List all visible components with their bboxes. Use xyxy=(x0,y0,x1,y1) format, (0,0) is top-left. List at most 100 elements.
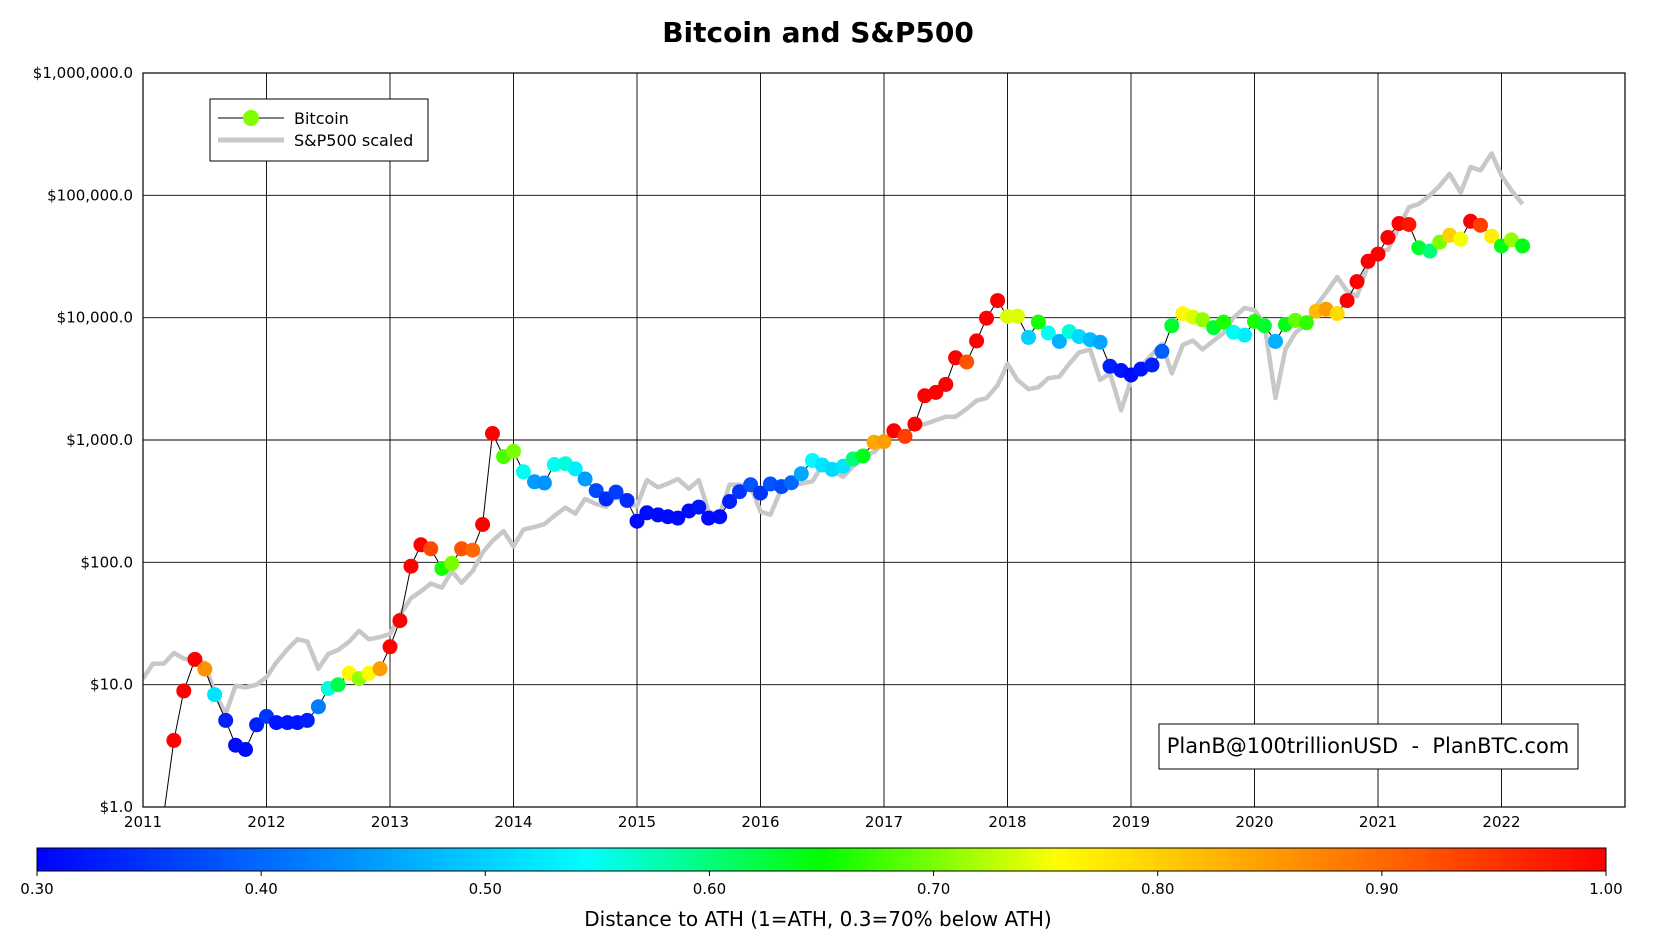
bitcoin-point xyxy=(855,448,871,464)
bitcoin-point xyxy=(753,485,768,501)
bitcoin-point xyxy=(938,376,954,392)
bitcoin-point xyxy=(722,494,738,509)
colorbar: 0.30 0.40 0.50 0.60 0.70 0.80 0.90 1.00 Distanc… xyxy=(20,847,1623,931)
bitcoin-point xyxy=(372,661,388,677)
bitcoin-point xyxy=(1473,217,1488,233)
y-tick-label: $100,000.0 xyxy=(47,186,133,204)
bitcoin-point xyxy=(465,542,481,558)
bitcoin-point xyxy=(1349,274,1365,290)
bitcoin-point xyxy=(1195,312,1211,328)
bitcoin-point xyxy=(608,484,624,500)
bitcoin-point xyxy=(546,457,562,472)
bitcoin-point xyxy=(1339,293,1355,309)
x-tick-label: 2015 xyxy=(618,813,656,831)
bitcoin-point xyxy=(876,434,892,450)
bitcoin-point xyxy=(588,483,604,499)
bitcoin-point xyxy=(1453,231,1469,247)
bitcoin-point xyxy=(1503,232,1519,248)
x-tick-label: 2014 xyxy=(494,813,532,831)
bitcoin-point xyxy=(423,541,439,557)
bitcoin-point xyxy=(1329,306,1345,322)
colorbar-tick-labels: 0.30 0.40 0.50 0.60 0.70 0.80 0.90 1.00 xyxy=(20,871,1623,898)
colorbar-tick-label: 0.80 xyxy=(1141,880,1174,898)
bitcoin-point xyxy=(1484,228,1500,244)
bitcoin-point xyxy=(886,423,902,439)
colorbar-tick-label: 0.70 xyxy=(917,880,950,898)
bitcoin-point xyxy=(1380,230,1396,245)
legend-label-bitcoin: Bitcoin xyxy=(294,109,349,128)
bitcoin-point xyxy=(990,293,1006,309)
annotation-box: PlanB@100trillionUSD - PlanBTC.com xyxy=(1158,723,1579,770)
chart-title: Bitcoin and S&P500 xyxy=(662,16,974,49)
legend: Bitcoin S&P500 scaled xyxy=(209,98,429,162)
bitcoin-point xyxy=(691,499,707,515)
bitcoin-point xyxy=(1216,314,1232,330)
colorbar-tick-label: 0.30 xyxy=(20,880,53,898)
bitcoin-point xyxy=(783,475,799,491)
bitcoin-point xyxy=(1092,334,1108,350)
bitcoin-point xyxy=(712,509,728,525)
bitcoin-point xyxy=(1370,246,1386,262)
legend-box xyxy=(209,98,429,162)
x-tick-label: 2021 xyxy=(1359,813,1397,831)
bitcoin-point xyxy=(382,639,398,655)
bitcoin-point xyxy=(166,732,182,748)
bitcoin-point xyxy=(299,712,315,728)
bitcoin-point xyxy=(793,466,809,482)
bitcoin-point xyxy=(567,461,583,477)
bitcoin-point xyxy=(238,742,253,757)
x-axis-tick-labels: 2011 2012 2013 2014 2015 2016 2017 2018 2019 2020… xyxy=(124,813,1521,831)
bitcoin-point xyxy=(515,464,531,480)
bitcoin-point xyxy=(197,661,213,677)
bitcoin-point xyxy=(907,416,923,432)
colorbar-tick-label: 0.90 xyxy=(1365,880,1398,898)
bitcoin-point xyxy=(743,477,759,493)
y-tick-label: $100.0 xyxy=(81,553,134,571)
bitcoin-point xyxy=(619,493,635,508)
y-tick-label: $10,000.0 xyxy=(57,309,133,327)
bitcoin-point xyxy=(207,687,223,703)
bitcoin-series xyxy=(164,213,1530,807)
bitcoin-point xyxy=(392,613,408,629)
colorbar-tick-label: 1.00 xyxy=(1589,880,1622,898)
bitcoin-point xyxy=(1268,333,1283,349)
x-tick-label: 2012 xyxy=(247,813,285,831)
bitcoin-point xyxy=(670,510,686,526)
plot-frame xyxy=(142,72,1626,808)
bitcoin-point xyxy=(218,712,234,728)
bitcoin-point xyxy=(1144,357,1160,373)
y-tick-label: $1.0 xyxy=(100,798,133,816)
bitcoin-point xyxy=(732,484,747,500)
bitcoin-point xyxy=(536,475,552,491)
bitcoin-point xyxy=(629,513,645,529)
y-tick-label: $1,000.0 xyxy=(66,431,133,449)
x-tick-label: 2013 xyxy=(371,813,409,831)
bitcoin-point xyxy=(701,510,717,526)
bitcoin-point xyxy=(1237,327,1253,343)
bitcoin-point xyxy=(506,443,521,459)
colorbar-gradient xyxy=(36,847,1607,872)
bitcoin-point xyxy=(403,558,419,574)
bitcoin-point xyxy=(485,426,500,441)
bitcoin-point xyxy=(1154,343,1170,359)
bitcoin-point xyxy=(310,699,326,715)
y-tick-label: $1,000,000.0 xyxy=(33,64,133,82)
bitcoin-point xyxy=(268,715,284,731)
colorbar-tick-label: 0.50 xyxy=(469,880,502,898)
bitcoin-point xyxy=(330,677,346,693)
x-tick-label: 2020 xyxy=(1235,813,1273,831)
bitcoin-point xyxy=(1256,318,1272,334)
bitcoin-point xyxy=(639,505,655,521)
colorbar-label: Distance to ATH (1=ATH, 0.3=70% below AT… xyxy=(584,907,1051,931)
bitcoin-point xyxy=(1051,333,1067,349)
bitcoin-point xyxy=(1021,329,1036,345)
y-axis-tick-labels: $1.0 $10.0 $100.0 $1,000.0 $10,000.0 $100,000… xyxy=(33,64,133,816)
x-tick-label: 2017 xyxy=(865,813,903,831)
bitcoin-point xyxy=(897,428,913,444)
bitcoin-point xyxy=(1040,325,1056,341)
bitcoin-point xyxy=(454,541,470,557)
colorbar-tick-label: 0.40 xyxy=(244,880,277,898)
bitcoin-point xyxy=(1422,243,1438,259)
x-tick-label: 2016 xyxy=(741,813,779,831)
bitcoin-point xyxy=(1515,238,1530,254)
